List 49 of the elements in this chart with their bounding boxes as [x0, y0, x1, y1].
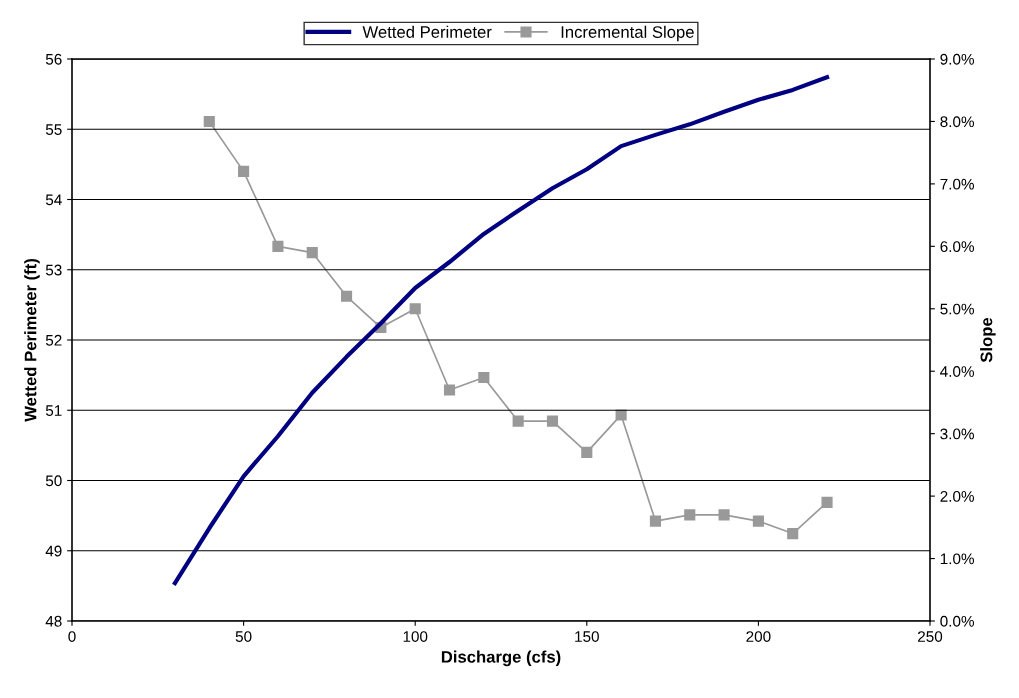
- x-tick-label: 150: [575, 631, 599, 642]
- y-tick-label: 52: [45, 334, 62, 346]
- point: [306, 247, 318, 259]
- x-tick-label: 50: [235, 631, 252, 642]
- y2-tick-label: 2.0%: [940, 490, 974, 502]
- point: [718, 509, 730, 521]
- x-tick-label: 100: [403, 631, 428, 642]
- y2-tick-label: 5.0%: [940, 303, 974, 315]
- y-axis-title: Wetted Perimeter (ft): [24, 259, 40, 422]
- y-tick-label: 56: [45, 53, 62, 65]
- point: [443, 384, 456, 396]
- y-tick-label: 54: [45, 194, 62, 206]
- point: [546, 415, 559, 427]
- y-tick-label: 53: [45, 264, 62, 276]
- point: [649, 515, 661, 527]
- y2-tick-label: 4.0%: [940, 366, 974, 377]
- y-tick-label: 55: [45, 124, 62, 135]
- point: [512, 415, 524, 427]
- point: [787, 528, 799, 540]
- point: [581, 446, 593, 458]
- line-series: [172, 75, 830, 586]
- x-tick-label: 0: [68, 631, 76, 642]
- x-axis-title: Discharge (cfs): [441, 650, 561, 667]
- x-tick-label: 200: [746, 631, 771, 642]
- y2-axis-title: Slope: [980, 317, 996, 363]
- x-tick-label: 250: [918, 631, 943, 642]
- point: [203, 115, 215, 128]
- legend-label: Wetted Perimeter: [362, 25, 492, 38]
- point: [478, 371, 490, 384]
- y2-tick-label: 0.0%: [940, 615, 974, 627]
- y2-tick-label: 7.0%: [940, 178, 974, 190]
- y-tick-label: 51: [45, 405, 62, 416]
- y-tick-label: 49: [45, 545, 62, 557]
- point: [684, 509, 696, 521]
- point: [821, 496, 833, 508]
- y2-tick-label: 3.0%: [940, 428, 974, 440]
- y2-tick-label: 9.0%: [940, 53, 974, 65]
- y-tick-label: 48: [45, 615, 62, 627]
- point: [409, 303, 421, 315]
- y2-tick-label: 6.0%: [940, 241, 974, 253]
- point: [341, 290, 353, 302]
- legend-label: Incremental Slope: [561, 25, 694, 42]
- y-tick-label: 50: [45, 475, 62, 487]
- point: [615, 409, 627, 421]
- point: [238, 165, 250, 177]
- y2-tick-label: 1.0%: [940, 553, 974, 565]
- point: [272, 240, 284, 252]
- point: [752, 515, 764, 527]
- y2-tick-label: 8.0%: [940, 116, 974, 128]
